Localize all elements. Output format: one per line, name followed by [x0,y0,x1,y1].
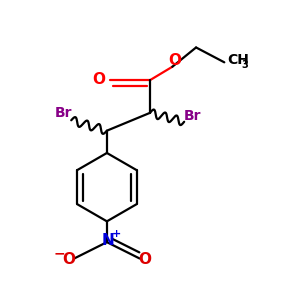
Text: O: O [168,53,181,68]
Text: O: O [92,72,105,87]
Text: N: N [102,233,115,248]
Text: CH: CH [227,53,249,67]
Text: Br: Br [55,106,73,120]
Text: 3: 3 [242,60,248,70]
Text: Br: Br [184,110,201,123]
Text: O: O [138,253,152,268]
Text: −: − [53,246,65,260]
Text: O: O [62,253,75,268]
Text: +: + [112,229,121,239]
